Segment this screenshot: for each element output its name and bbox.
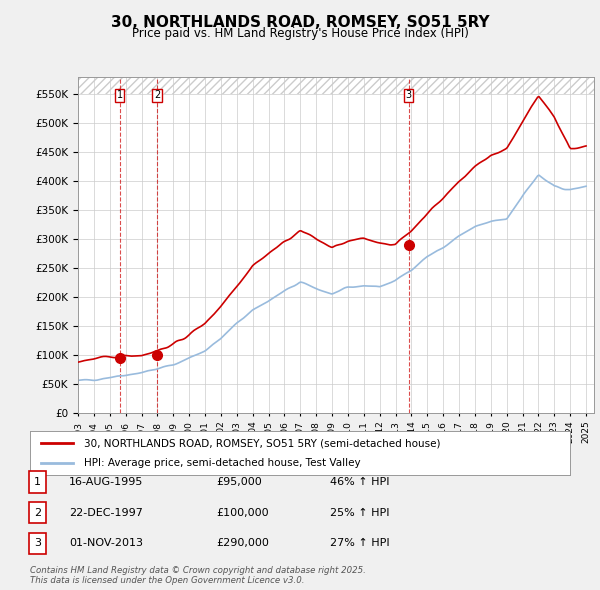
Text: 16-AUG-1995: 16-AUG-1995: [69, 477, 143, 487]
Text: 25% ↑ HPI: 25% ↑ HPI: [330, 508, 389, 517]
Text: 22-DEC-1997: 22-DEC-1997: [69, 508, 143, 517]
Text: 3: 3: [406, 90, 412, 100]
Text: 30, NORTHLANDS ROAD, ROMSEY, SO51 5RY: 30, NORTHLANDS ROAD, ROMSEY, SO51 5RY: [110, 15, 490, 30]
Text: 46% ↑ HPI: 46% ↑ HPI: [330, 477, 389, 487]
Text: £290,000: £290,000: [216, 539, 269, 548]
Text: 2: 2: [34, 508, 41, 517]
Text: Contains HM Land Registry data © Crown copyright and database right 2025.
This d: Contains HM Land Registry data © Crown c…: [30, 566, 366, 585]
Text: £100,000: £100,000: [216, 508, 269, 517]
Text: £95,000: £95,000: [216, 477, 262, 487]
Text: Price paid vs. HM Land Registry's House Price Index (HPI): Price paid vs. HM Land Registry's House …: [131, 27, 469, 40]
Text: 30, NORTHLANDS ROAD, ROMSEY, SO51 5RY (semi-detached house): 30, NORTHLANDS ROAD, ROMSEY, SO51 5RY (s…: [84, 438, 440, 448]
Text: 27% ↑ HPI: 27% ↑ HPI: [330, 539, 389, 548]
Text: 1: 1: [116, 90, 123, 100]
Text: 1: 1: [34, 477, 41, 487]
Text: HPI: Average price, semi-detached house, Test Valley: HPI: Average price, semi-detached house,…: [84, 458, 361, 467]
Text: 2: 2: [154, 90, 160, 100]
Text: 01-NOV-2013: 01-NOV-2013: [69, 539, 143, 548]
Text: 3: 3: [34, 539, 41, 548]
